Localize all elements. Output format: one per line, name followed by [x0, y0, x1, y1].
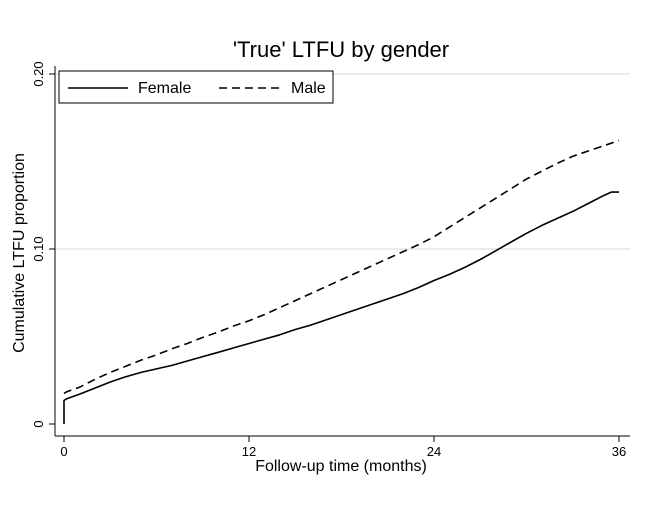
legend: Female Male [58, 70, 334, 104]
y-tick-label: 0 [31, 420, 46, 427]
plot-area [55, 66, 630, 436]
y-axis-title: Cumulative LTFU proportion [11, 153, 28, 353]
series-line-female [63, 191, 619, 424]
series-line-male [63, 139, 620, 395]
x-tick-label: 36 [612, 444, 626, 459]
series-lines [63, 139, 620, 424]
legend-label-female: Female [138, 80, 191, 97]
y-tick-label: 0.10 [31, 236, 46, 261]
x-tick-label: 12 [242, 444, 256, 459]
axes: 0 0.10 0.20 0 12 24 36 [31, 61, 630, 459]
y-tick-label: 0.20 [31, 61, 46, 86]
x-axis-title: Follow-up time (months) [255, 458, 427, 475]
legend-label-male: Male [291, 80, 326, 97]
legend-box [58, 70, 334, 104]
x-tick-label: 24 [427, 444, 441, 459]
chart-title: 'True' LTFU by gender [233, 37, 449, 62]
x-tick-label: 0 [60, 444, 67, 459]
